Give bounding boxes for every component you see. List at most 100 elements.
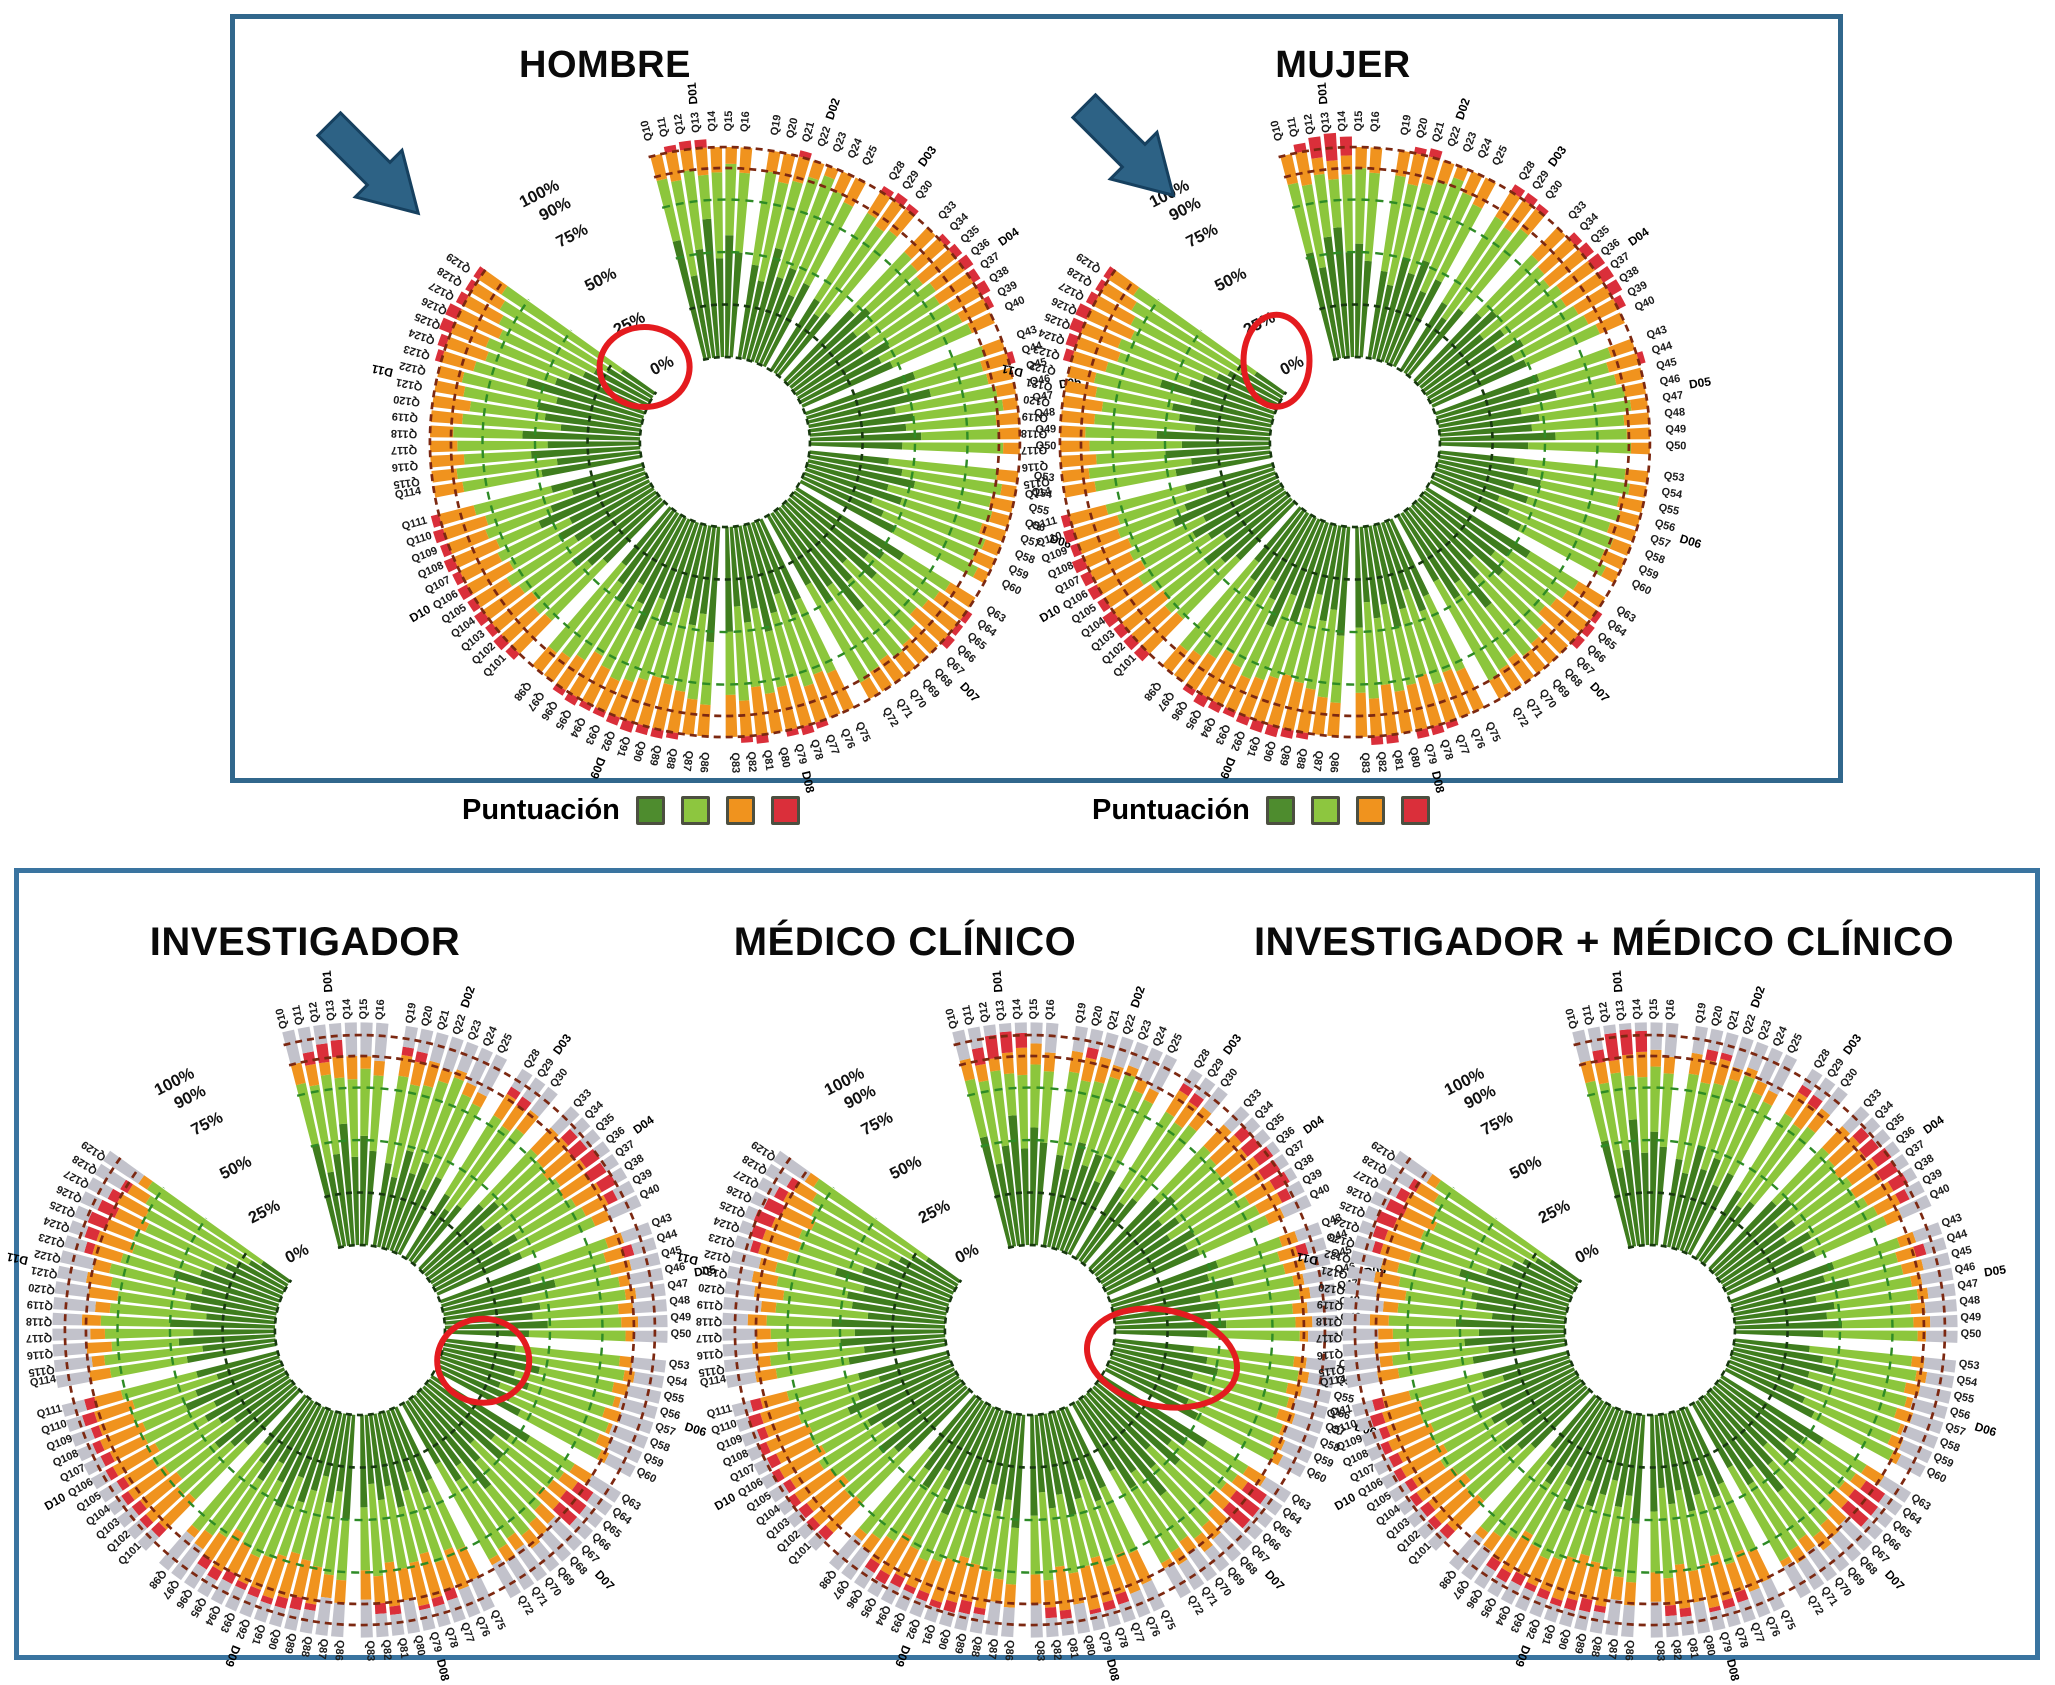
question-label: Q122 [1028,359,1057,377]
question-label: Q19 [769,114,784,137]
question-label: Q46 [664,1261,687,1277]
question-label: Q19 [1074,1002,1089,1025]
question-label: Q13 [1614,999,1628,1021]
domain-label: D10 [1037,602,1063,625]
chart-title-investigador-medico-clinico: INVESTIGADOR + MÉDICO CLÍNICO [1253,920,1955,964]
question-label: Q19 [404,1002,419,1025]
question-label: Q81 [396,1637,411,1659]
domain-label: D09 [587,755,608,781]
domain-label: D08 [799,770,818,795]
question-label: Q48 [1959,1294,1981,1308]
grid-layer [1058,145,1652,739]
domain-label: D07 [592,1567,618,1593]
domain-label: D08 [434,1658,453,1683]
question-label: Q15 [1353,111,1365,132]
question-label: Q77 [1453,733,1471,757]
domain-label: D08 [1104,1658,1123,1683]
question-label: Q11 [1285,116,1301,138]
domain-label: D04 [1625,224,1651,248]
question-label: Q122 [703,1247,732,1265]
question-label: Q88 [969,1635,984,1658]
highlight-circle [1083,1305,1241,1411]
question-label: Q87 [985,1638,1000,1660]
chart-title-hombre: HOMBRE [519,44,691,86]
question-label: Q22 [815,125,833,149]
question-label: Q117 [696,1332,722,1344]
question-label: Q48 [669,1294,691,1308]
legend-puntuacion: Puntuación [462,794,800,827]
question-label: Q78 [808,738,825,761]
question-label: Q55 [1332,1390,1355,1406]
question-label: Q45 [1330,1244,1353,1261]
question-label: Q121 [395,376,424,393]
question-label: Q60 [1629,577,1653,597]
domain-label: D08 [1724,1658,1743,1683]
question-label: Q40 [1633,294,1657,314]
question-label: Q90 [1555,1628,1572,1651]
question-label: Q117 [26,1332,52,1344]
question-label: Q76 [838,727,857,751]
question-label: Q120 [1023,393,1051,409]
question-label: Q114 [1024,485,1053,501]
question-label: Q54 [1956,1374,1979,1390]
question-label: Q86 [697,752,711,774]
question-label: Q80 [1082,1634,1097,1657]
question-label: Q16 [374,999,387,1021]
question-label: Q76 [1468,727,1487,751]
question-label: Q79 [427,1631,443,1654]
question-label: Q89 [1572,1632,1588,1655]
question-label: Q114 [699,1373,728,1389]
question-label: Q116 [26,1348,53,1362]
domain-label: D01 [1315,82,1331,105]
question-label: Q44 [1020,339,1044,357]
axis-tick-label: 25% [916,1196,954,1227]
question-label: Q53 [1033,470,1055,484]
question-label: Q14 [706,110,719,132]
question-label: Q25 [1165,1032,1185,1056]
question-label: Q50 [1035,440,1056,452]
question-label: Q44 [1945,1227,1969,1245]
domain-label: D06 [1678,531,1703,551]
question-label: Q16 [1044,999,1057,1021]
question-label: Q114 [1319,1373,1348,1389]
domain-label: D05 [1983,1262,2007,1279]
question-label: Q54 [1031,486,1054,502]
question-label: Q56 [1328,1405,1351,1422]
question-label: Q78 [1113,1626,1130,1649]
question-label: Q118 [696,1315,723,1328]
question-label: Q77 [823,733,841,757]
question-label: Q14 [341,998,354,1020]
question-label: Q92 [1523,1617,1542,1641]
question-label: Q25 [1490,144,1510,168]
question-label: Q115 [28,1363,56,1378]
question-label: Q56 [658,1405,681,1422]
question-label: Q83 [729,752,741,773]
domain-label: D09 [892,1643,913,1669]
question-label: Q23 [1136,1018,1155,1042]
question-label: Q23 [831,130,850,154]
question-label: Q88 [299,1635,314,1658]
question-label: Q49 [670,1311,691,1324]
question-label: Q12 [1302,113,1317,135]
axis-tick-label: 0% [282,1240,312,1267]
domain-label: D01 [1610,970,1626,993]
question-label: Q121 [1025,376,1054,393]
legend-swatch-red [1400,796,1430,825]
question-label: Q118 [1021,427,1048,440]
axis-tick-label: 50% [1507,1152,1545,1183]
question-label: Q10 [1269,119,1286,142]
question-label: Q45 [1655,356,1678,373]
question-label: Q121 [1320,1264,1349,1281]
question-label: Q80 [777,746,792,769]
question-label: Q87 [1310,750,1325,772]
domain-label: D02 [1748,984,1768,1010]
legend-label: Puntuación [462,794,620,826]
question-label: Q23 [466,1018,485,1042]
down-right-arrow-icon [1070,92,1176,198]
question-label: Q89 [952,1632,968,1655]
question-label: Q114 [29,1373,58,1389]
question-label: Q81 [761,749,776,771]
legend-swatch-dark-green [1265,796,1295,825]
